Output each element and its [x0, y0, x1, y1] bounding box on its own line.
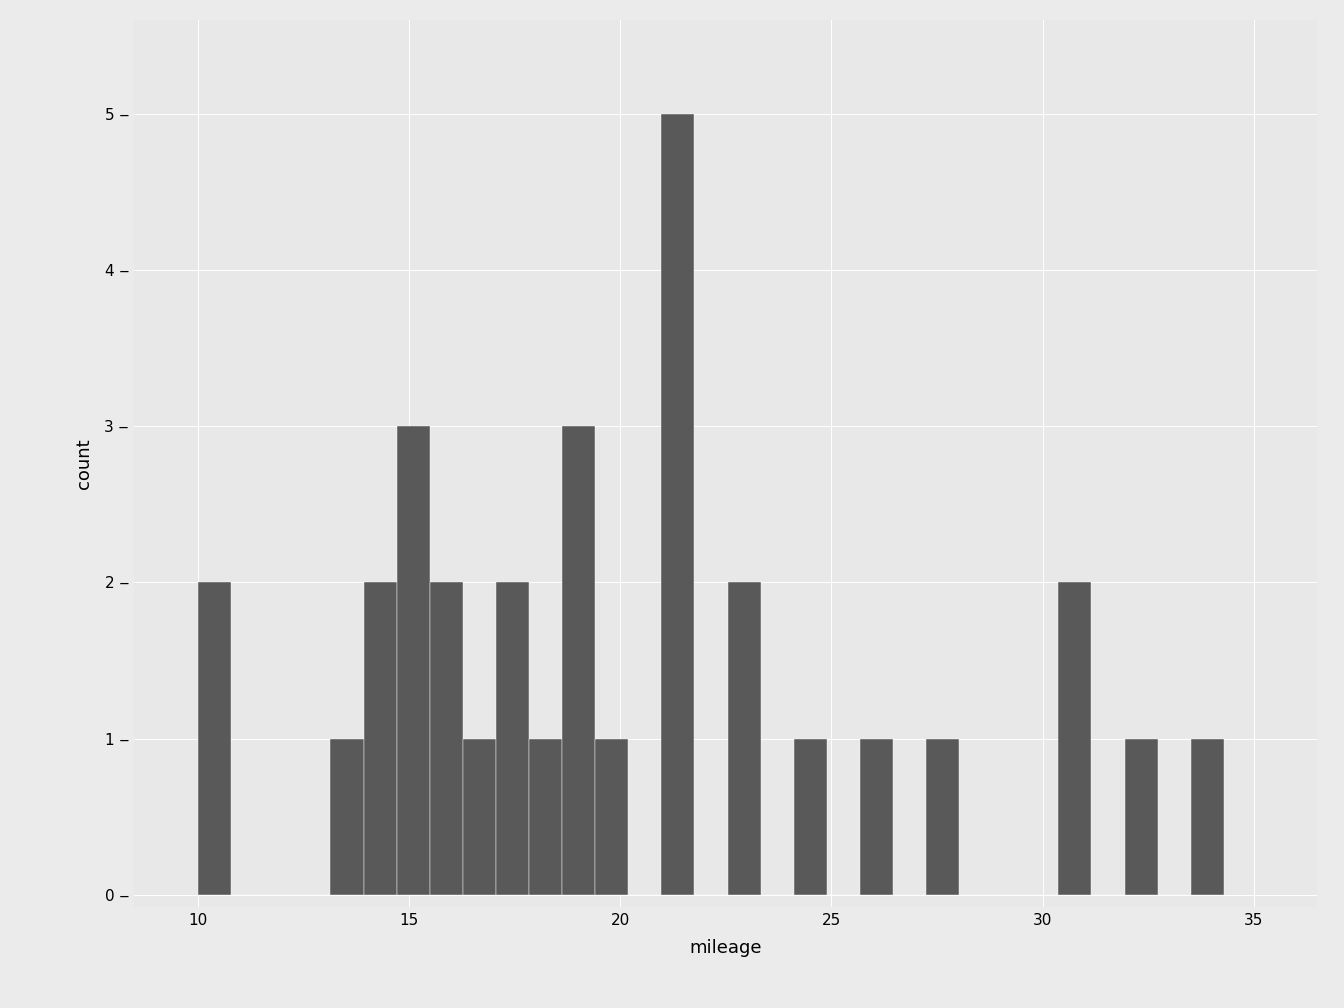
Y-axis label: count: count [75, 438, 93, 489]
Bar [794, 739, 827, 895]
Bar [1191, 739, 1224, 895]
Bar [661, 114, 695, 895]
Bar [198, 583, 231, 895]
Bar [331, 739, 363, 895]
Bar [496, 583, 530, 895]
Bar [462, 739, 496, 895]
Bar [926, 739, 960, 895]
Bar [1058, 583, 1091, 895]
Bar [562, 426, 595, 895]
Bar [1125, 739, 1157, 895]
Bar [430, 583, 462, 895]
Bar [363, 583, 396, 895]
Bar [860, 739, 892, 895]
Bar [727, 583, 761, 895]
Bar [595, 739, 628, 895]
Bar [396, 426, 430, 895]
X-axis label: mileage: mileage [689, 938, 762, 957]
Bar [530, 739, 562, 895]
